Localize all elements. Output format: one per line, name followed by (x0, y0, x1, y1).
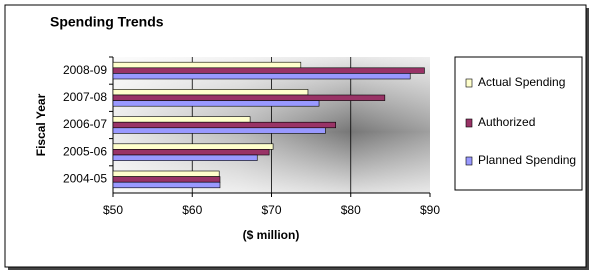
bar (112, 61, 302, 69)
bar (112, 127, 326, 134)
legend-swatch (465, 156, 473, 166)
bar (112, 154, 258, 161)
legend-swatch (465, 118, 473, 128)
bar (112, 143, 274, 150)
bar (112, 181, 221, 189)
legend-label: Authorized (478, 115, 535, 129)
legend-label: Actual Spending (478, 75, 565, 89)
x-tick-label: $60 (182, 203, 202, 217)
bar (112, 170, 220, 177)
y-axis-title: Fiscal Year (34, 93, 48, 156)
bar (112, 94, 386, 101)
bar (112, 116, 251, 123)
x-tick-label: $90 (420, 203, 440, 217)
chart-title: Spending Trends (50, 14, 164, 30)
y-tick-label: 2004-05 (63, 172, 107, 186)
legend (454, 56, 583, 191)
y-tick-label: 2007-08 (63, 90, 107, 104)
legend-label: Planned Spending (478, 153, 576, 167)
bar (112, 121, 336, 129)
bar (112, 149, 270, 156)
bar (112, 89, 309, 96)
bar (112, 176, 221, 183)
x-tick-label: $80 (341, 203, 361, 217)
y-tick-label: 2005-06 (63, 144, 107, 158)
bar (112, 73, 411, 80)
bar (112, 100, 320, 107)
x-tick-label: $70 (261, 203, 281, 217)
legend-swatch (465, 78, 473, 88)
x-axis-title: ($ million) (243, 228, 300, 242)
y-tick-label: 2006-07 (63, 117, 107, 131)
x-tick-label: $50 (103, 203, 123, 217)
bar (112, 67, 425, 74)
y-tick-label: 2008-09 (63, 63, 107, 77)
